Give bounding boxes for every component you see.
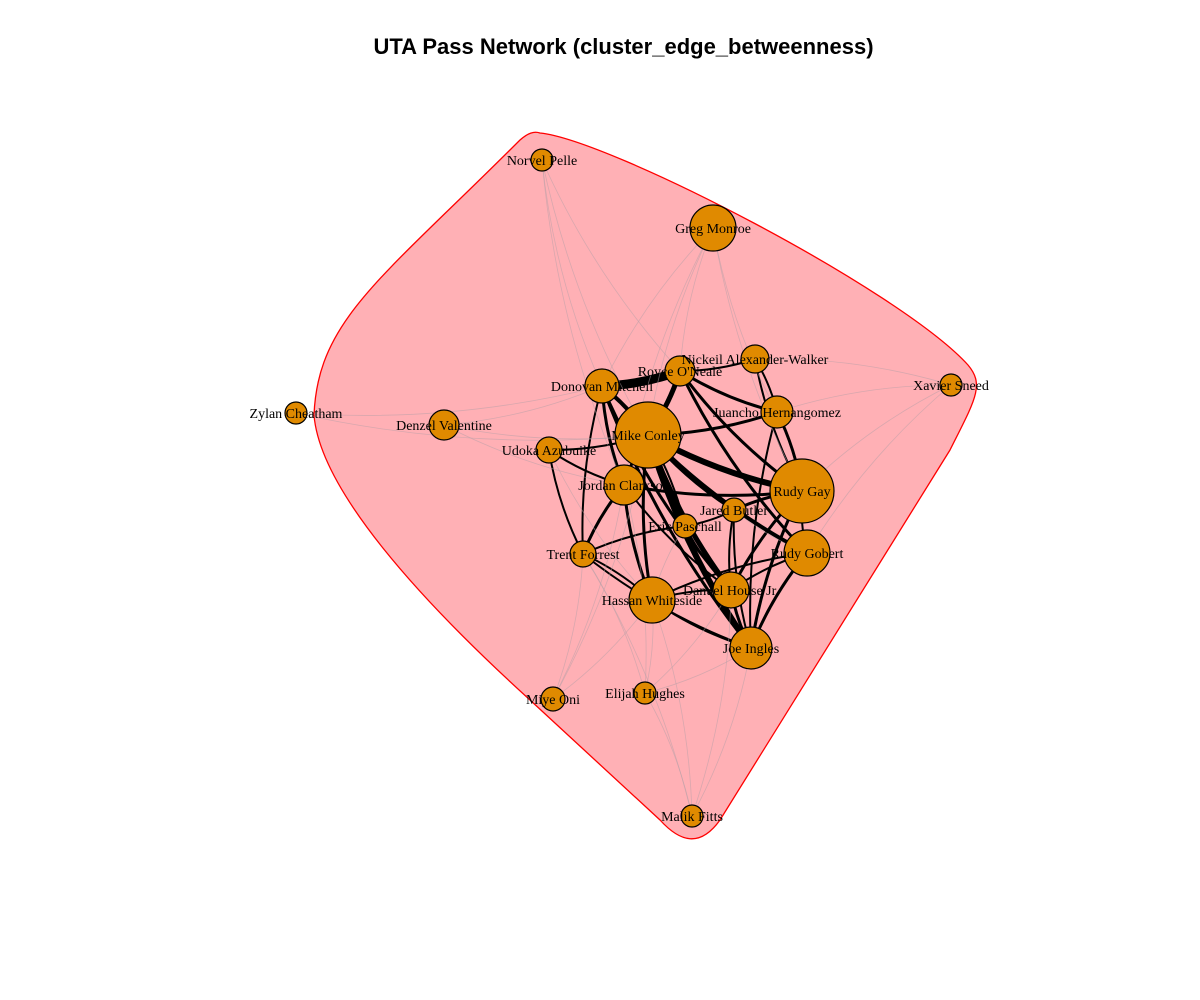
node-label-joe: Joe Ingles [723,642,779,657]
node-denzel [428,409,460,441]
edge-denzel-jordan [443,424,625,486]
node-label-udoka: Udoka Azubuike [502,444,596,459]
node-hassan [628,576,676,624]
node-label-zylan: Zylan Cheatham [250,407,343,422]
node-mike [614,401,682,469]
node-label-hassan: Hassan Whiteside [602,594,702,609]
edge-xavier-gobert [806,384,952,554]
node-eric [672,513,698,539]
edge-greg-juancho [712,227,778,413]
node-label-denzel: Denzel Valentine [396,419,492,434]
edge-malik-elijah [644,692,693,817]
node-zylan [284,401,308,425]
node-label-royce: Royce O'Neale [638,365,723,380]
node-malik [680,804,704,828]
node-norvel [530,148,554,172]
node-donovan [584,368,620,404]
edge-malik-hassan [651,599,693,817]
node-royce [664,355,696,387]
node-joe [729,626,773,670]
node-rudygay [769,458,835,524]
edge-miye-trent [552,553,584,700]
node-label-norvel: Norvel Pelle [507,154,577,169]
edge-xavier-nickeil [754,358,952,386]
node-udoka [535,436,563,464]
node-label-mike: Mike Conley [611,429,685,444]
edge-xavier-juancho [776,384,952,413]
nodes-layer [284,148,963,828]
node-label-jared: Jared Butler [700,504,768,519]
edge-norvel-mike [541,159,649,436]
node-label-danuel: Danuel House Jr. [683,584,779,599]
node-label-nickeil: Nickeil Alexander-Walker [682,353,829,368]
edge-juancho-joe [749,411,778,649]
edge-miye-mike [552,434,649,700]
edge-malik-danuel [691,589,732,817]
node-elijah [633,681,657,705]
node-trent [569,540,597,568]
edge-denzel-donovan [443,385,603,426]
edge-norvel-royce [541,159,681,372]
node-label-gobert: Rudy Gobert [771,547,844,562]
edge-norvel-donovan [541,159,603,387]
node-label-elijah: Elijah Hughes [605,687,685,702]
node-label-donovan: Donovan Mitchell [551,380,653,395]
node-greg [689,204,737,252]
node-jared [721,497,747,523]
edge-donovan-joe [600,385,753,649]
chart-title: UTA Pass Network (cluster_edge_betweenne… [373,34,874,59]
node-label-jordan: Jordan Clarkson [578,479,669,494]
node-label-xavier: Xavier Sneed [913,379,989,394]
node-label-eric: Eric Paschall [648,520,722,535]
labels-layer: Norvel Pelle Greg Monroe Nickeil Alexander… [250,154,989,825]
node-label-rudygay: Rudy Gay [773,485,830,500]
node-gobert [783,529,831,577]
node-label-trent: Trent Forrest [547,548,620,563]
edge-norvel-jordan [541,159,625,486]
node-nickeil [740,344,770,374]
node-xavier [939,373,963,397]
edge-miye-jordan [552,484,625,700]
node-label-malik: Malik Fitts [661,810,723,825]
node-label-juancho: Juancho Hernangomez [713,406,841,421]
node-miye [540,686,566,712]
node-label-greg: Greg Monroe [675,222,751,237]
edge-donovan-trent [581,385,603,555]
edge-royce-gobert [678,370,809,555]
node-juancho [760,395,794,429]
node-jordan [603,464,645,506]
node-label-miye: Miye Oni [526,693,580,708]
node-danuel [712,571,750,609]
